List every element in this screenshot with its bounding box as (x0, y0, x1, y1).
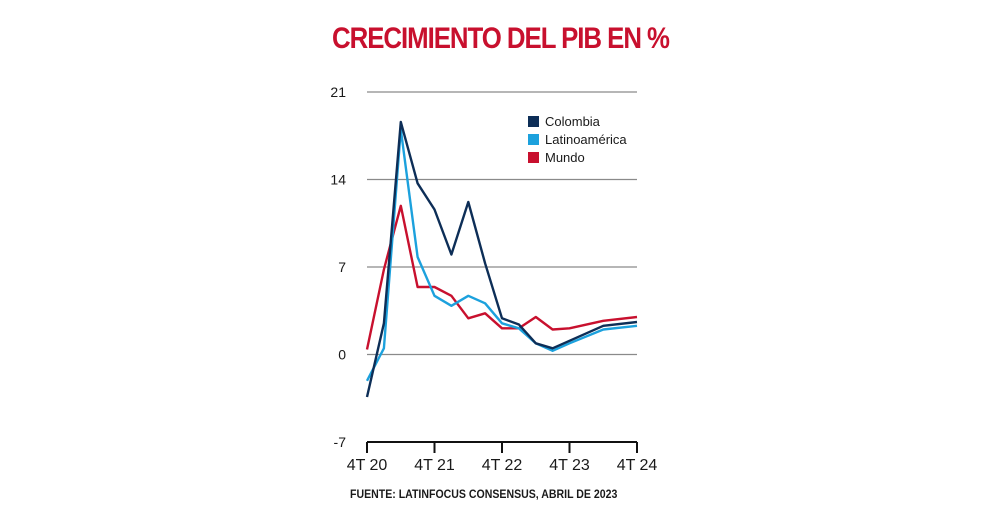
y-tick-label: 14 (330, 172, 346, 188)
chart-title: CRECIMIENTO DEL PIB EN % (332, 22, 670, 55)
x-tick-label: 4T 22 (482, 457, 523, 474)
legend-label: Colombia (545, 114, 601, 129)
x-axis: 4T 20 4T 21 4T 22 4T 23 4T 24 (347, 441, 658, 474)
y-tick-label: -7 (334, 434, 347, 450)
y-tick-label: 7 (338, 259, 346, 275)
y-axis-tick-labels: 21 14 7 0 -7 (330, 84, 346, 450)
x-tick-label: 4T 20 (347, 457, 388, 474)
series-line-latinoamrica (365, 128, 638, 382)
y-tick-label: 0 (338, 347, 346, 363)
series-lines (365, 120, 638, 398)
source-note: FUENTE: LATINFOCUS CONSENSUS, ABRIL DE 2… (350, 487, 618, 501)
legend-label: Latinoamérica (545, 132, 627, 147)
legend: Colombia Latinoamérica Mundo (528, 114, 627, 165)
y-tick-label: 21 (330, 84, 346, 100)
x-tick-label: 4T 24 (617, 457, 658, 474)
legend-swatch (528, 134, 539, 145)
legend-label: Mundo (545, 150, 585, 165)
x-tick-label: 4T 23 (549, 457, 590, 474)
x-tick-label: 4T 21 (414, 457, 455, 474)
series-line-colombia (365, 120, 638, 398)
legend-swatch (528, 152, 539, 163)
legend-swatch (528, 116, 539, 127)
grid-lines (367, 91, 637, 356)
series-line-mundo (365, 204, 638, 350)
